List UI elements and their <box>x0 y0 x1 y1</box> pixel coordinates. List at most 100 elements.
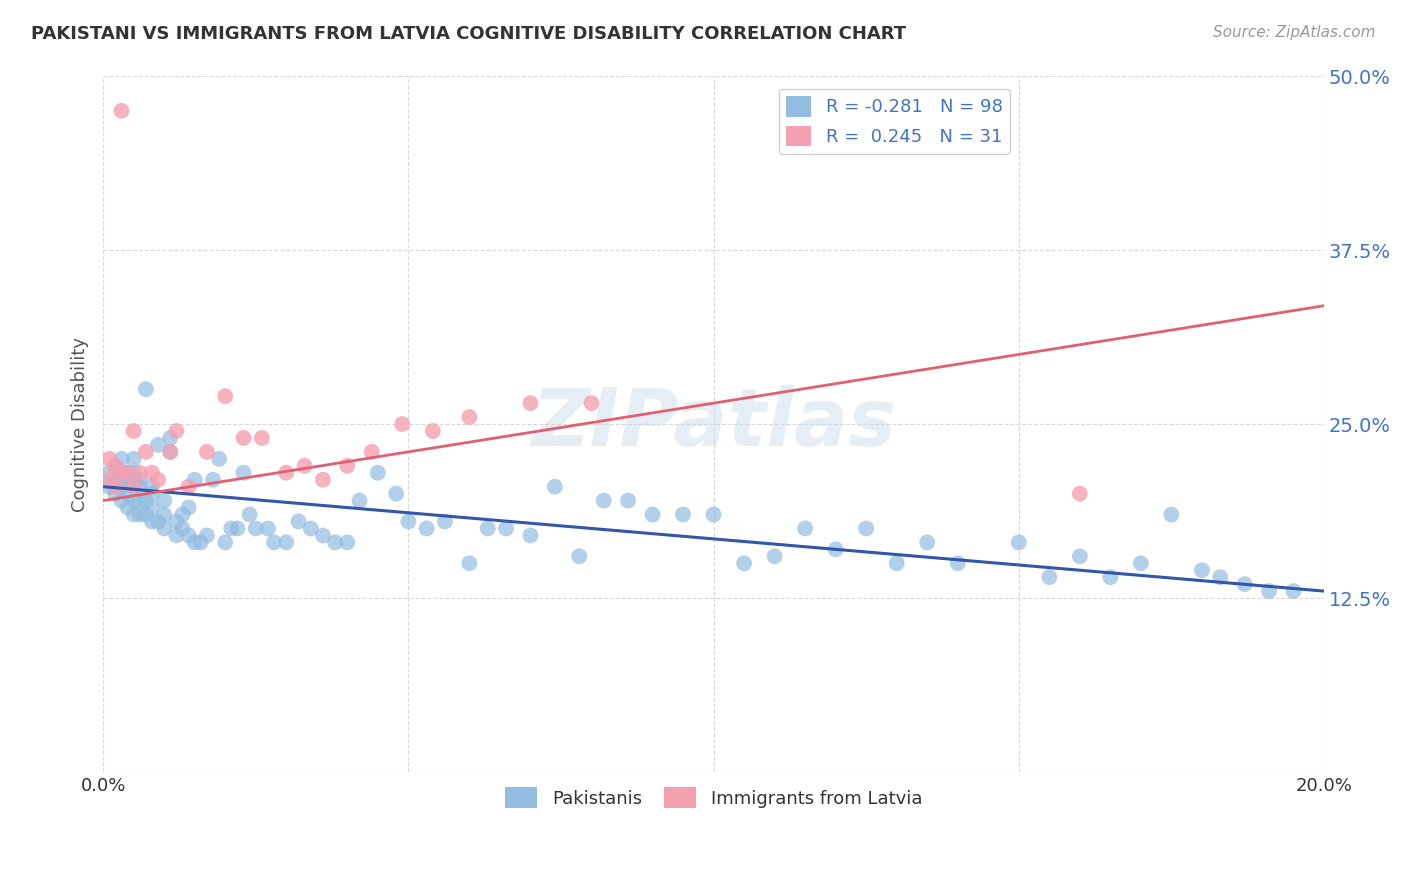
Point <box>214 389 236 403</box>
Point <box>1069 549 1091 564</box>
Point <box>1233 577 1256 591</box>
Point <box>1191 563 1213 577</box>
Point <box>177 528 200 542</box>
Point <box>396 515 419 529</box>
Point <box>117 473 139 487</box>
Point <box>294 458 316 473</box>
Point <box>122 451 145 466</box>
Text: PAKISTANI VS IMMIGRANTS FROM LATVIA COGNITIVE DISABILITY CORRELATION CHART: PAKISTANI VS IMMIGRANTS FROM LATVIA COGN… <box>31 25 905 43</box>
Point <box>276 466 298 480</box>
Point <box>581 396 603 410</box>
Point <box>257 521 280 535</box>
Point <box>110 103 132 118</box>
Point <box>104 458 127 473</box>
Point <box>117 466 139 480</box>
Point <box>433 515 456 529</box>
Point <box>794 521 817 535</box>
Point <box>128 508 150 522</box>
Point <box>128 466 150 480</box>
Point <box>733 556 755 570</box>
Point <box>135 445 157 459</box>
Point <box>208 451 231 466</box>
Text: ZIPatlas: ZIPatlas <box>531 385 896 463</box>
Point <box>110 466 132 480</box>
Point <box>172 508 194 522</box>
Point <box>110 466 132 480</box>
Point <box>672 508 695 522</box>
Point <box>824 542 846 557</box>
Point <box>117 466 139 480</box>
Point <box>190 535 212 549</box>
Point <box>232 431 254 445</box>
Point <box>146 515 169 529</box>
Point <box>239 508 262 522</box>
Point <box>135 508 157 522</box>
Point <box>1069 486 1091 500</box>
Text: Source: ZipAtlas.com: Source: ZipAtlas.com <box>1212 25 1375 40</box>
Point <box>110 493 132 508</box>
Point <box>214 535 236 549</box>
Point <box>232 466 254 480</box>
Point <box>159 431 181 445</box>
Point <box>98 473 121 487</box>
Point <box>183 535 205 549</box>
Point <box>104 458 127 473</box>
Point <box>146 473 169 487</box>
Point <box>519 396 541 410</box>
Point <box>141 500 163 515</box>
Point <box>1282 584 1305 599</box>
Point <box>98 451 121 466</box>
Point <box>159 445 181 459</box>
Point <box>886 556 908 570</box>
Point <box>159 445 181 459</box>
Point <box>135 493 157 508</box>
Point <box>104 486 127 500</box>
Point <box>276 535 298 549</box>
Point <box>98 466 121 480</box>
Point <box>391 417 413 431</box>
Point <box>915 535 938 549</box>
Point <box>122 424 145 438</box>
Point <box>641 508 664 522</box>
Point <box>349 493 371 508</box>
Point <box>1038 570 1060 584</box>
Point <box>117 486 139 500</box>
Point <box>153 521 176 535</box>
Point <box>141 480 163 494</box>
Point <box>195 528 218 542</box>
Point <box>617 493 640 508</box>
Point <box>141 515 163 529</box>
Point <box>110 480 132 494</box>
Point <box>195 445 218 459</box>
Point <box>165 528 187 542</box>
Point <box>245 521 267 535</box>
Point <box>287 515 309 529</box>
Point <box>98 480 121 494</box>
Point <box>946 556 969 570</box>
Point <box>495 521 517 535</box>
Point <box>1209 570 1232 584</box>
Point <box>360 445 382 459</box>
Point <box>299 521 322 535</box>
Point <box>226 521 249 535</box>
Point <box>323 535 346 549</box>
Point <box>201 473 224 487</box>
Point <box>117 500 139 515</box>
Point <box>128 473 150 487</box>
Point <box>312 528 335 542</box>
Point <box>544 480 567 494</box>
Y-axis label: Cognitive Disability: Cognitive Disability <box>72 336 89 511</box>
Point <box>183 473 205 487</box>
Point <box>477 521 499 535</box>
Point <box>135 382 157 396</box>
Point <box>703 508 725 522</box>
Point <box>1008 535 1031 549</box>
Point <box>1099 570 1122 584</box>
Point <box>519 528 541 542</box>
Point <box>141 486 163 500</box>
Point <box>1129 556 1152 570</box>
Point <box>763 549 786 564</box>
Point <box>336 535 359 549</box>
Point <box>146 438 169 452</box>
Point <box>415 521 437 535</box>
